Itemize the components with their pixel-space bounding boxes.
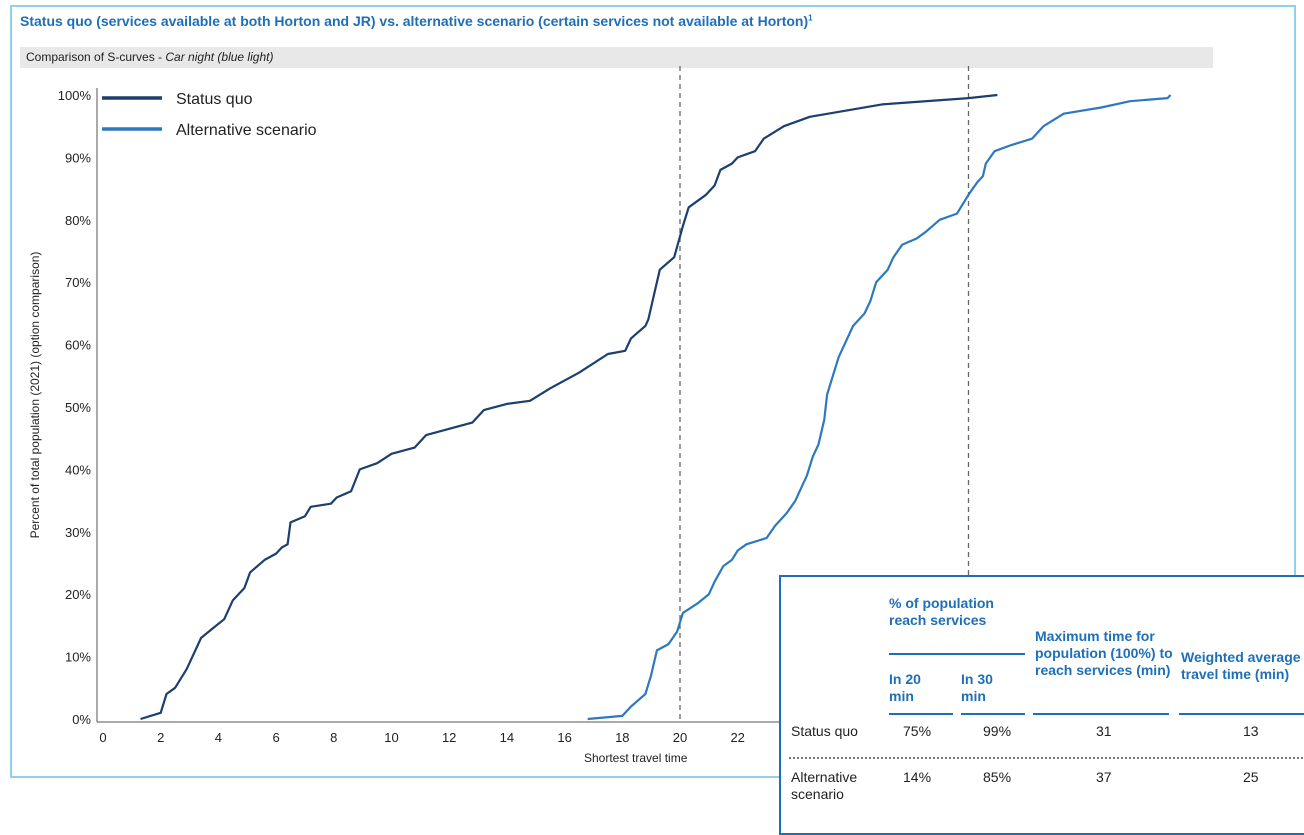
legend-label-alternative: Alternative scenario [176, 122, 317, 139]
cell-status-quo-avg: 13 [1243, 723, 1259, 739]
cell-status-quo-in-20: 75% [903, 723, 932, 739]
x-tick-label: 8 [330, 730, 337, 745]
col-in-30-underline [961, 713, 1025, 715]
group-header-underline [889, 653, 1025, 655]
x-tick-label: 14 [500, 730, 514, 745]
x-tick-label: 20 [673, 730, 687, 745]
x-tick-label: 6 [272, 730, 279, 745]
y-tick-label: 50% [65, 400, 91, 415]
y-tick-label: 10% [65, 650, 91, 665]
col-avg-underline [1179, 713, 1304, 715]
x-tick-label: 4 [215, 730, 222, 745]
y-tick-label: 20% [65, 587, 91, 602]
y-tick-label: 100% [58, 88, 92, 103]
subtitle-bar: Comparison of S-curves - Car night (blue… [20, 47, 1213, 68]
subtitle-prefix: Comparison of S-curves - [26, 50, 166, 64]
row-label-status-quo: Status quo [791, 723, 858, 739]
x-tick-label: 22 [730, 730, 744, 745]
cell-alternative-in-20: 14% [903, 769, 932, 785]
cell-status-quo-max: 31 [1096, 723, 1112, 739]
table-col-in-30: In 30 min [961, 671, 993, 704]
legend-label-status-quo: Status quo [176, 91, 253, 108]
y-tick-label: 0% [72, 712, 91, 727]
col-in-20-underline [889, 713, 953, 715]
y-tick-label: 60% [65, 338, 91, 353]
x-tick-label: 2 [157, 730, 164, 745]
y-tick-label: 70% [65, 275, 91, 290]
x-tick-label: 10 [384, 730, 398, 745]
cell-status-quo-in-30: 99% [983, 723, 1012, 739]
y-tick-label: 30% [65, 525, 91, 540]
series-line-status-quo [140, 93, 998, 721]
row-label-alternative: Alternative scenario [791, 769, 858, 802]
x-tick-label: 16 [557, 730, 571, 745]
row-divider [789, 757, 1304, 759]
table-col-max-time: Maximum time for population (100%) to re… [1035, 628, 1173, 678]
series-line-alternative [587, 94, 1172, 721]
table-col-avg-time: Weighted average travel time (min) [1181, 649, 1301, 682]
cell-alternative-avg: 25 [1243, 769, 1259, 785]
figure-frame [10, 5, 1296, 778]
subtitle-mode: Car night (blue light) [165, 50, 274, 64]
x-tick-label: 12 [442, 730, 456, 745]
y-axis-label: Percent of total population (2021) (opti… [28, 252, 42, 539]
y-tick-label: 90% [65, 150, 91, 165]
x-tick-label: 0 [99, 730, 106, 745]
x-axis-label: Shortest travel time [584, 751, 688, 765]
x-tick-label: 18 [615, 730, 629, 745]
y-tick-label: 80% [65, 213, 91, 228]
table-col-in-20: In 20 min [889, 671, 921, 704]
cell-alternative-in-30: 85% [983, 769, 1012, 785]
summary-table: % of population reach services In 20 min… [779, 575, 1304, 835]
cell-alternative-max: 37 [1096, 769, 1112, 785]
table-group-header: % of population reach services [889, 595, 994, 628]
y-tick-label: 40% [65, 462, 91, 477]
col-max-underline [1033, 713, 1169, 715]
figure-title: Status quo (services available at both H… [20, 13, 813, 29]
